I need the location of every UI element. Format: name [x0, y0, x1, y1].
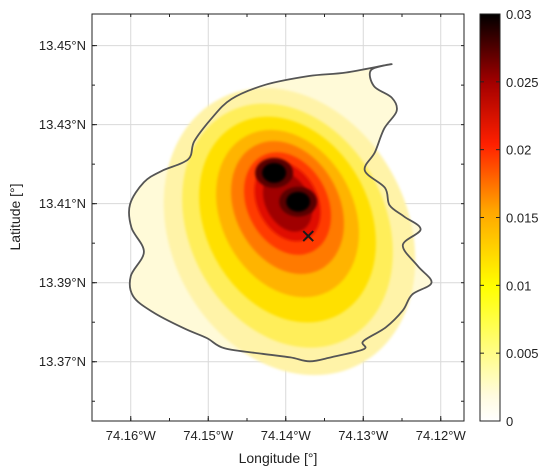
density-peak [262, 162, 287, 183]
y-axis-label: Latitude [°] [7, 183, 23, 250]
y-tick-label: 13.37°N [39, 354, 86, 369]
y-tick-label: 13.43°N [39, 117, 86, 132]
colorbar-ticks: 0 0.005 0.01 0.015 0.02 0.025 0.03 [480, 7, 539, 429]
x-tick-label: 74.16°W [106, 428, 157, 443]
plot-frame [91, 13, 465, 422]
x-marker-stroke [302, 230, 314, 242]
x-tick-label: 74.12°W [416, 428, 467, 443]
x-axis: 74.16°W 74.15°W 74.14°W 74.13°W 74.12°W [91, 14, 467, 443]
density-peak [286, 191, 311, 212]
colorbar-tick-label: 0.005 [506, 346, 539, 361]
x-marker [302, 230, 314, 242]
y-tick-label: 13.45°N [39, 38, 86, 53]
colorbar-tick-label: 0.025 [506, 75, 539, 90]
colorbar-tick-label: 0.015 [506, 211, 539, 226]
colorbar-tick-label: 0.01 [506, 278, 531, 293]
y-tick-label: 13.39°N [39, 275, 86, 290]
y-axis: 13.45°N 13.43°N 13.41°N 13.39°N 13.37°N [39, 38, 464, 402]
x-tick-label: 74.15°W [183, 428, 234, 443]
colorbar-tick-label: 0 [506, 414, 513, 429]
x-tick-label: 74.14°W [261, 428, 312, 443]
colorbar-tick-label: 0.02 [506, 143, 531, 158]
x-axis-label: Longitude [°] [239, 450, 318, 466]
x-tick-label: 74.13°W [338, 428, 389, 443]
colorbar-tick-label: 0.03 [506, 7, 531, 22]
region-boundary [128, 63, 433, 363]
y-tick-label: 13.41°N [39, 196, 86, 211]
density-heatmap [128, 64, 432, 376]
